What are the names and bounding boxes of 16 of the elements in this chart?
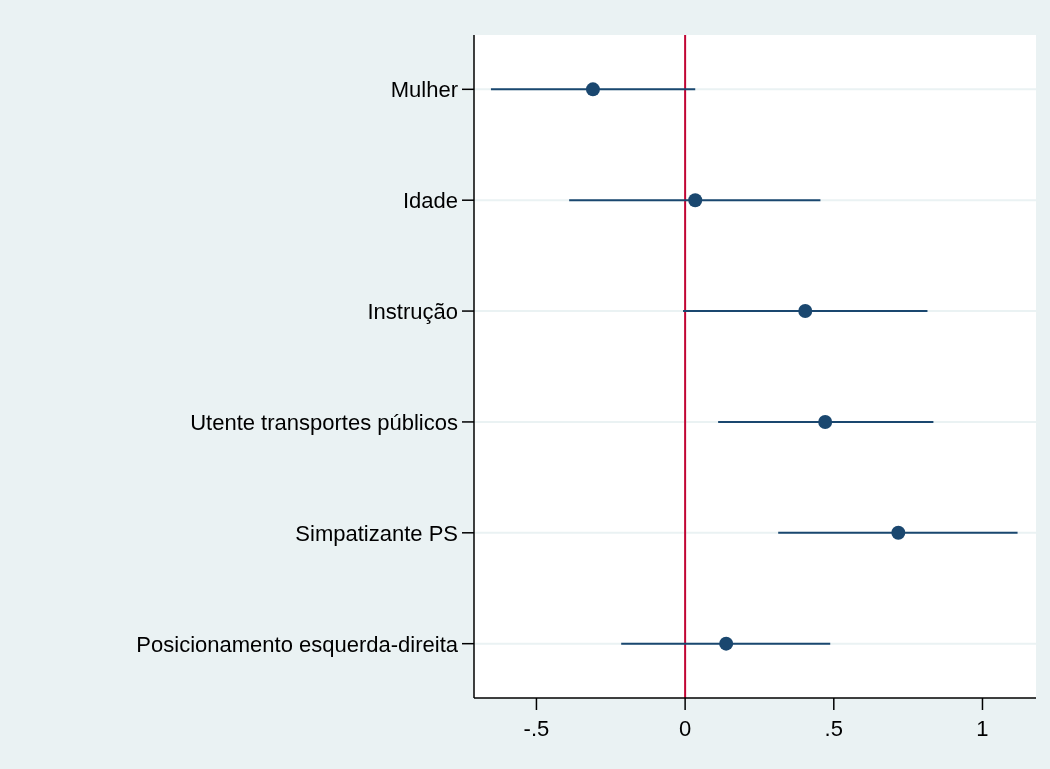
point (688, 193, 703, 208)
x-tick-label: 0 (679, 716, 692, 741)
x-tick-label: .5 (824, 716, 843, 741)
point (798, 304, 813, 319)
point (585, 82, 600, 97)
y-tick-label: Idade (402, 188, 458, 214)
x-tick-label: -.5 (523, 716, 550, 741)
y-tick-label: Posicionamento esquerda-direita (136, 631, 459, 657)
y-tick-label: Mulher (390, 77, 458, 103)
y-tick-label: Simpatizante PS (295, 520, 458, 546)
point (818, 414, 833, 429)
x-tick-label: 1 (976, 716, 989, 741)
point (719, 636, 734, 651)
y-tick-label: Instrução (367, 299, 458, 325)
point (891, 525, 906, 540)
y-tick-label: Utente transportes públicos (190, 409, 458, 435)
